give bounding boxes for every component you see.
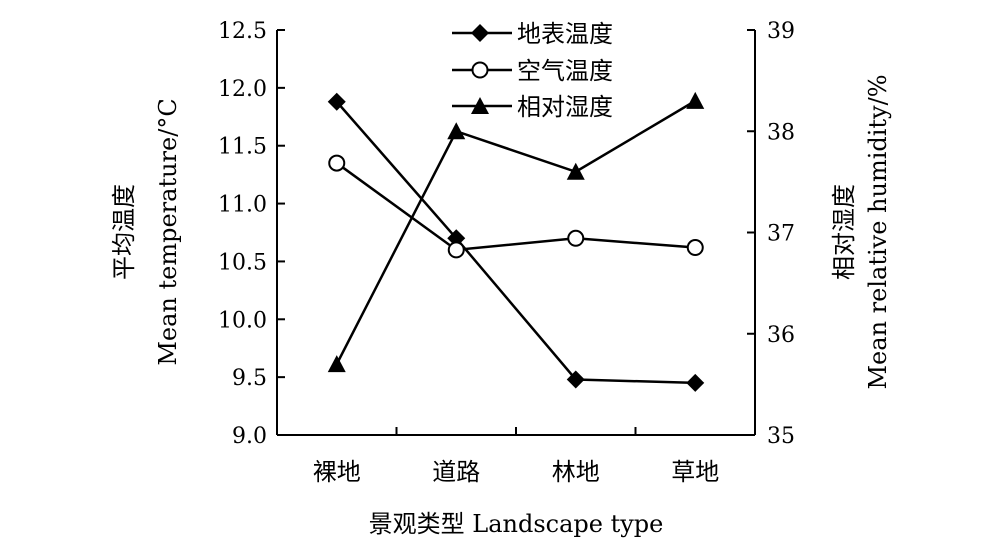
- data-point-circle: [328, 154, 346, 172]
- axis-titles: 景观类型 Landscape type 平均温度 Mean temperatur…: [110, 74, 892, 538]
- legend-label-surface-temp: 地表温度: [517, 20, 613, 48]
- data-point-triangle: [327, 355, 346, 373]
- x-tick-label: 道路: [432, 458, 480, 486]
- left-y-tick-label: 10.5: [218, 250, 267, 275]
- right-y-tick-label: 36: [767, 323, 795, 348]
- x-tick-label: 草地: [671, 458, 719, 486]
- data-point-circle: [447, 241, 465, 259]
- data-point-diamond: [566, 370, 585, 389]
- axes: [276, 30, 756, 436]
- legend-item-humidity: 相对湿度: [452, 93, 613, 121]
- left-y-axis-title-cn: 平均温度: [110, 184, 138, 280]
- right-y-tick-label: 35: [767, 424, 795, 449]
- left-y-tick-label: 12.0: [218, 77, 267, 102]
- left-y-tick-label: 12.5: [218, 19, 267, 44]
- data-point-triangle: [566, 162, 585, 180]
- left-y-tick-label: 9.5: [232, 366, 267, 391]
- x-tick-label: 裸地: [313, 458, 361, 486]
- x-tick-label: 林地: [552, 458, 600, 486]
- right-y-tick-label: 39: [767, 19, 795, 44]
- circle-marker-icon: [471, 61, 489, 79]
- triangle-marker-icon: [471, 97, 489, 114]
- left-y-tick-label: 11.5: [218, 135, 267, 160]
- left-y-tick-label: 11.0: [218, 193, 267, 218]
- left-y-axis-title-en: Mean temperature/°C: [154, 98, 182, 365]
- data-point-circle: [567, 229, 585, 247]
- right-y-axis-title-cn: 相对湿度: [830, 184, 858, 280]
- legend-label-air-temp: 空气温度: [517, 57, 613, 85]
- x-axis-title: 景观类型 Landscape type: [369, 510, 664, 538]
- right-y-tick-label: 38: [767, 120, 795, 145]
- series-line: [335, 100, 696, 385]
- legend-label-humidity: 相对湿度: [517, 93, 613, 121]
- data-point-diamond: [327, 92, 346, 111]
- right-y-axis-title-en: Mean relative humidity/%: [864, 74, 892, 389]
- data-point-circle: [686, 239, 704, 257]
- diamond-marker-icon: [471, 24, 489, 42]
- data-point-diamond: [686, 373, 705, 392]
- left-y-tick-label: 10.0: [218, 308, 267, 333]
- ticks: 9.0 9.5 10.0 10.5 11.0 11.5 12.0 12.5 35 36 37 38 39…: [218, 19, 795, 486]
- data-point-triangle: [686, 91, 705, 109]
- right-y-tick-label: 37: [767, 222, 795, 247]
- series-line: [336, 162, 696, 252]
- series: [327, 91, 705, 392]
- left-y-tick-label: 9.0: [232, 424, 267, 449]
- series-line: [335, 99, 696, 365]
- data-point-triangle: [447, 122, 466, 140]
- legend-item-surface-temp: 地表温度: [452, 20, 613, 48]
- legend: 地表温度 空气温度 相对湿度: [452, 20, 613, 121]
- legend-item-air-temp: 空气温度: [452, 57, 613, 85]
